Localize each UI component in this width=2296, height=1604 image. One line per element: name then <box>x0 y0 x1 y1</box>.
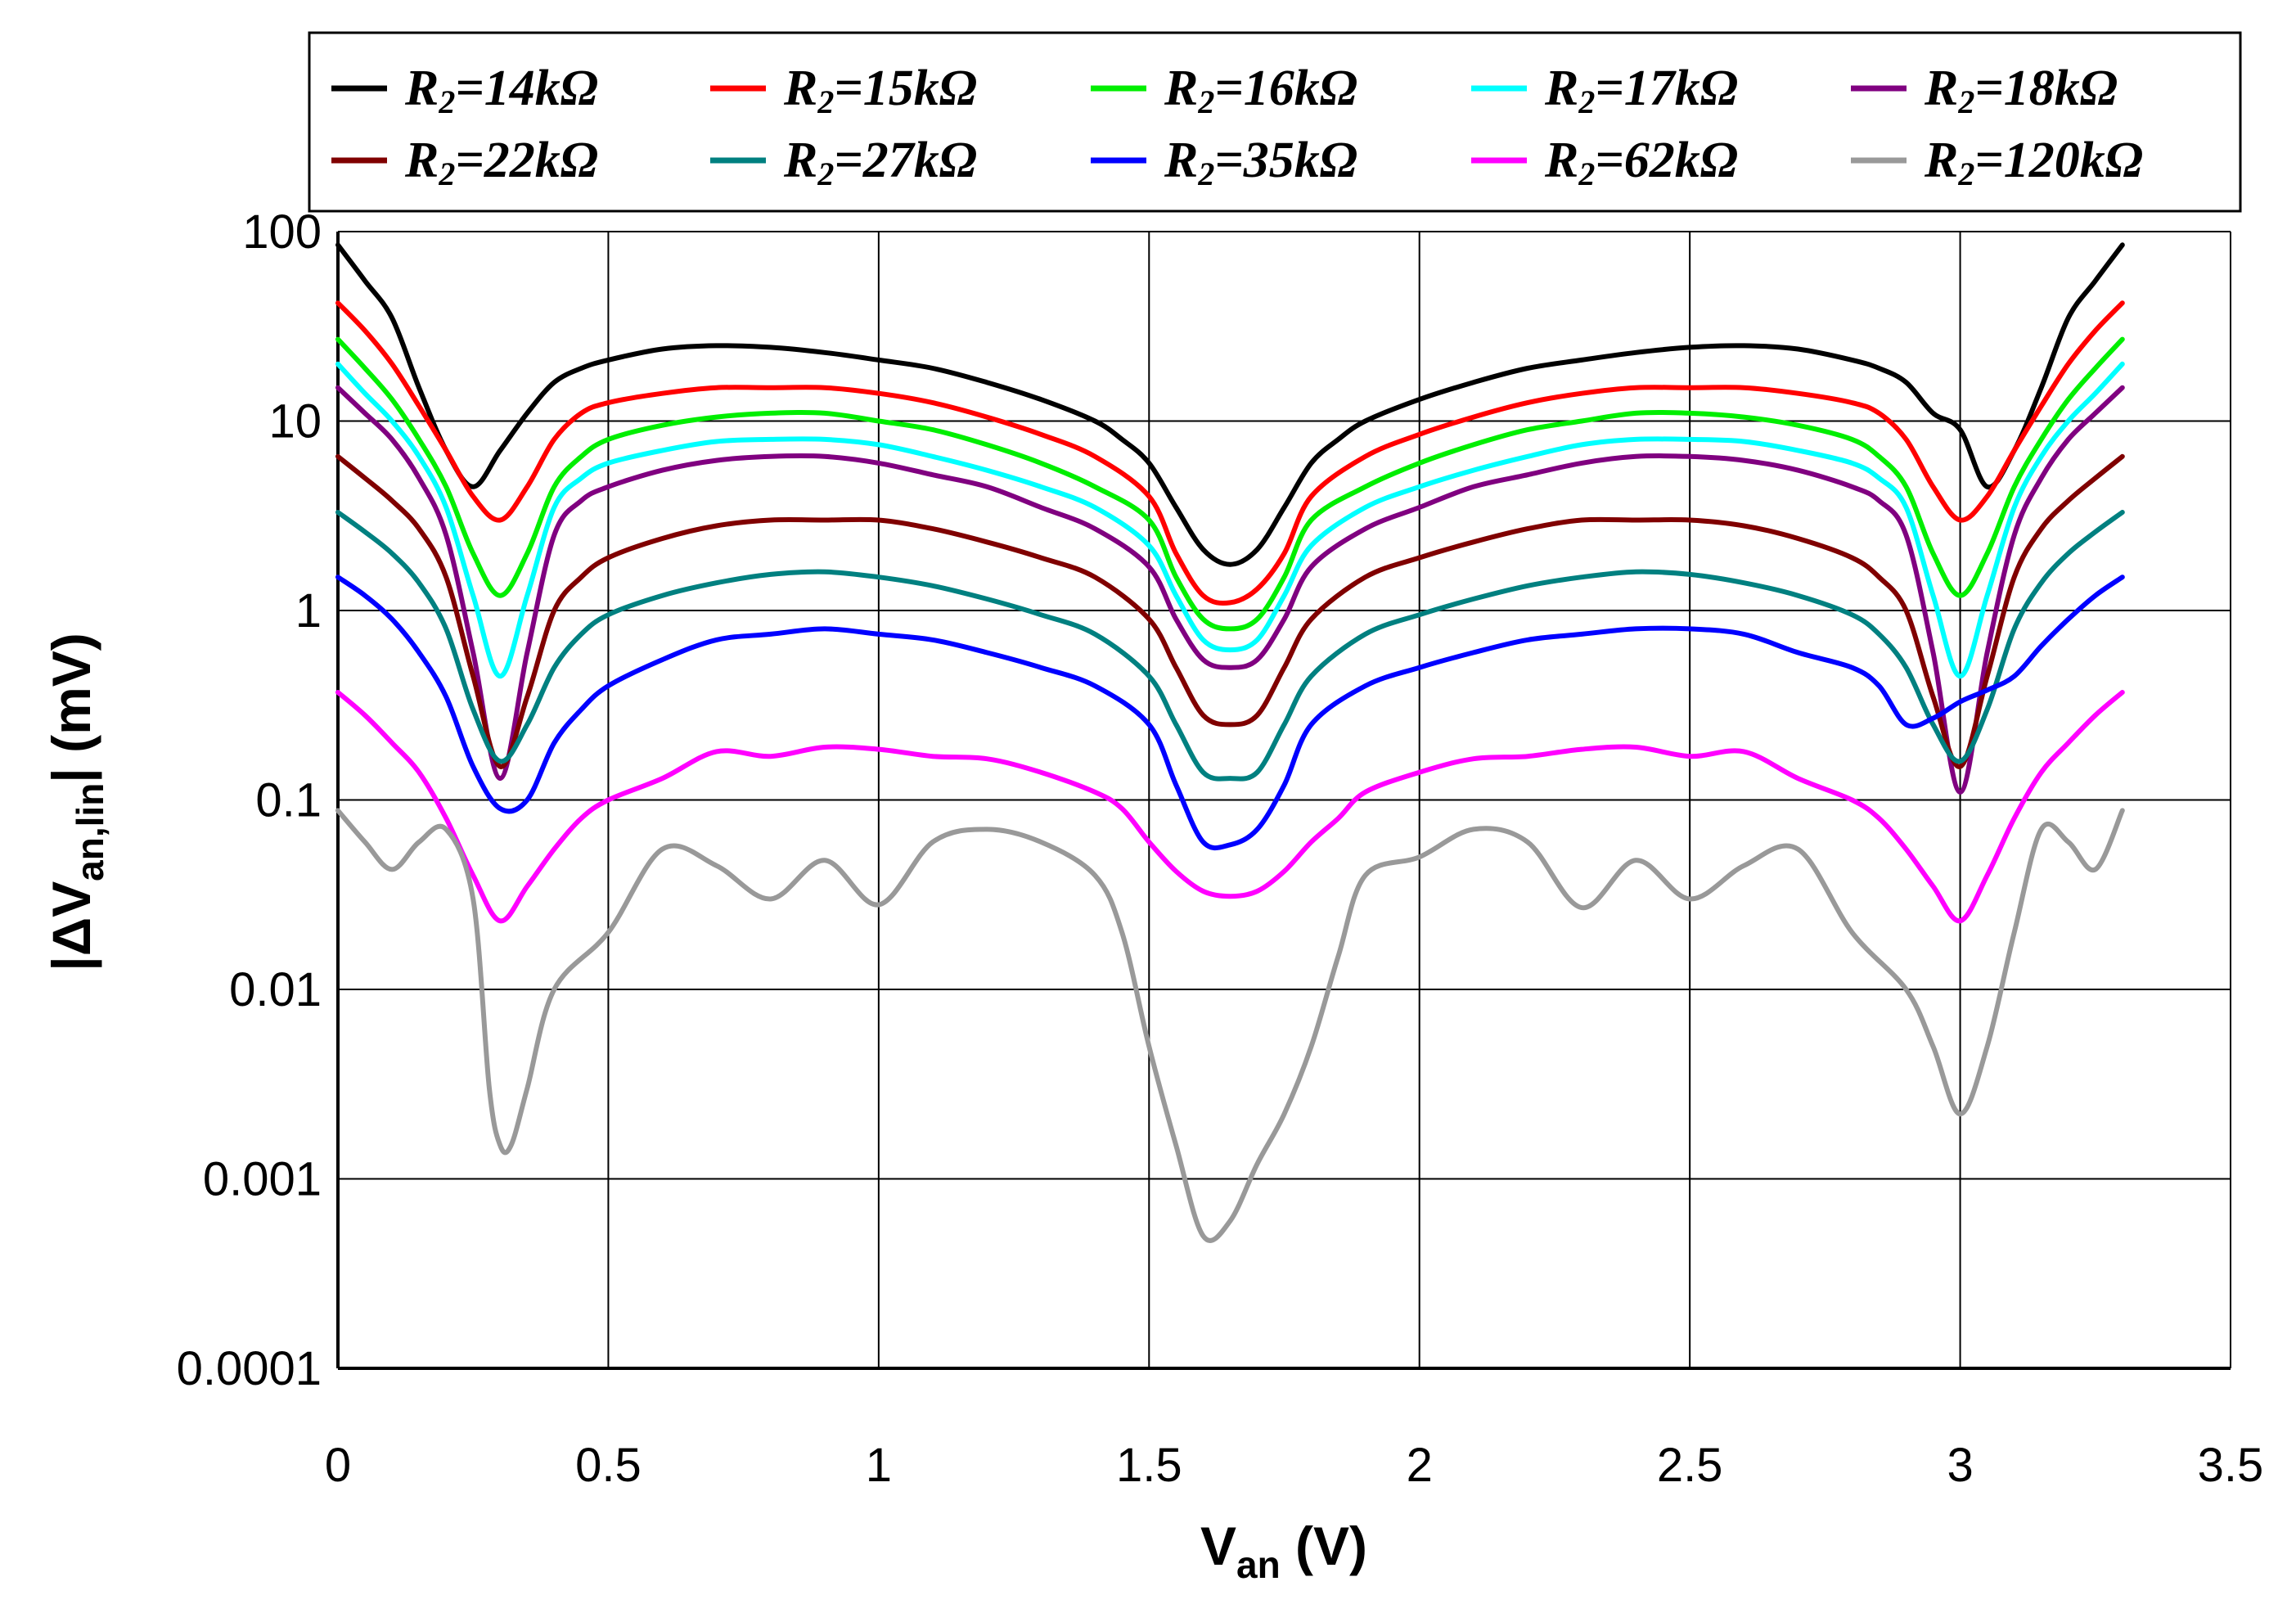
legend-label-main: R <box>1544 133 1578 188</box>
legend-label-rest: =15kΩ <box>834 61 977 116</box>
x-axis-title: Van (V) <box>1200 1516 1367 1586</box>
series-line-3 <box>335 361 2125 679</box>
legend-label-rest: =17kΩ <box>1595 61 1738 116</box>
legend-label-rest: =22kΩ <box>455 133 598 188</box>
series-line-2 <box>335 336 2125 632</box>
series-line-1 <box>335 300 2125 606</box>
legend-label: R2=27kΩ <box>783 133 977 192</box>
series-line-4 <box>335 385 2125 795</box>
legend-label-rest: =14kΩ <box>455 61 598 116</box>
x-tick-label: 1 <box>866 1439 892 1492</box>
legend-label: R2=17kΩ <box>1544 61 1738 120</box>
legend: R2=14kΩ R2=15kΩ R2=16kΩ R2=17kΩ R2=18kΩR2=22… <box>308 31 2242 213</box>
legend-label-main: R <box>1164 133 1198 188</box>
y-tick-label: 0.0001 <box>177 1342 322 1395</box>
legend-label-rest: =62kΩ <box>1595 133 1738 188</box>
x-tick-label: 2.5 <box>1657 1439 1723 1492</box>
legend-label: R2=16kΩ <box>1164 61 1357 120</box>
legend-label-subscript: 2 <box>817 155 834 192</box>
legend-label-main: R <box>1544 61 1578 116</box>
series-line-8 <box>335 690 2125 924</box>
legend-label-rest: =35kΩ <box>1214 133 1357 188</box>
x-axis-title-subscript: an <box>1236 1543 1281 1586</box>
gridlines <box>338 231 2231 1368</box>
legend-label: R2=120kΩ <box>1924 133 2143 192</box>
legend-label: R2=35kΩ <box>1164 133 1357 192</box>
legend-label-subscript: 2 <box>1197 83 1214 120</box>
legend-label-rest: =18kΩ <box>1974 61 2118 116</box>
legend-label-subscript: 2 <box>1578 83 1595 120</box>
legend-label-rest: =27kΩ <box>834 133 977 188</box>
legend-label-subscript: 2 <box>1957 83 1974 120</box>
y-tick-label: 0.01 <box>229 963 322 1016</box>
legend-label-subscript: 2 <box>817 83 834 120</box>
x-tick-label: 2 <box>1407 1439 1433 1492</box>
legend-label-subscript: 2 <box>1578 155 1595 192</box>
y-axis-title: |ΔVan,lin| (mV) <box>41 633 111 971</box>
legend-label: R2=62kΩ <box>1544 133 1738 192</box>
y-axis-title-main: |ΔV <box>41 881 103 971</box>
x-tick-label: 3.5 <box>2198 1439 2264 1492</box>
legend-label-subscript: 2 <box>438 155 455 192</box>
y-axis-title-subscript: an,lin <box>69 783 111 881</box>
y-tick-label: 0.1 <box>255 774 322 827</box>
legend-label-subscript: 2 <box>1197 155 1214 192</box>
legend-label: R2=14kΩ <box>404 61 598 120</box>
legend-label: R2=15kΩ <box>783 61 977 120</box>
legend-label-subscript: 2 <box>1957 155 1974 192</box>
series-line-6 <box>335 510 2125 782</box>
y-tick-label: 10 <box>268 395 322 448</box>
y-axis-title-unit: | (mV) <box>41 633 103 782</box>
series-line-7 <box>335 574 2125 851</box>
legend-label-rest: =120kΩ <box>1974 133 2143 188</box>
legend-label: R2=18kΩ <box>1924 61 2118 120</box>
y-tick-label: 0.001 <box>203 1153 322 1206</box>
x-axis-tick-labels: 0 0.5 1 1.5 2 2.5 3 3.5 <box>325 1439 2263 1492</box>
legend-label-main: R <box>1924 61 1958 116</box>
legend-label-subscript: 2 <box>438 83 455 120</box>
legend-box <box>308 31 2242 213</box>
legend-label-main: R <box>1164 61 1198 116</box>
legend-label-main: R <box>783 61 817 116</box>
x-tick-label: 3 <box>1947 1439 1973 1492</box>
legend-label-main: R <box>1924 133 1958 188</box>
series-lines <box>335 242 2125 1243</box>
legend-label: R2=22kΩ <box>404 133 598 192</box>
y-tick-label: 100 <box>242 205 322 259</box>
x-tick-label: 1.5 <box>1116 1439 1182 1492</box>
legend-label-main: R <box>783 133 817 188</box>
legend-label-main: R <box>404 61 439 116</box>
series-line-0 <box>335 242 2125 567</box>
legend-label-main: R <box>404 133 439 188</box>
y-tick-label: 1 <box>295 584 322 638</box>
x-tick-label: 0.5 <box>575 1439 642 1492</box>
x-axis-title-unit: (V) <box>1281 1516 1367 1576</box>
series-line-9 <box>335 808 2125 1243</box>
series-line-5 <box>335 453 2125 769</box>
x-axis-title-main: V <box>1200 1516 1236 1576</box>
y-axis-tick-labels: 100 10 1 0.1 0.01 0.001 0.0001 <box>177 205 322 1395</box>
legend-label-rest: =16kΩ <box>1214 61 1357 116</box>
x-tick-label: 0 <box>325 1439 351 1492</box>
